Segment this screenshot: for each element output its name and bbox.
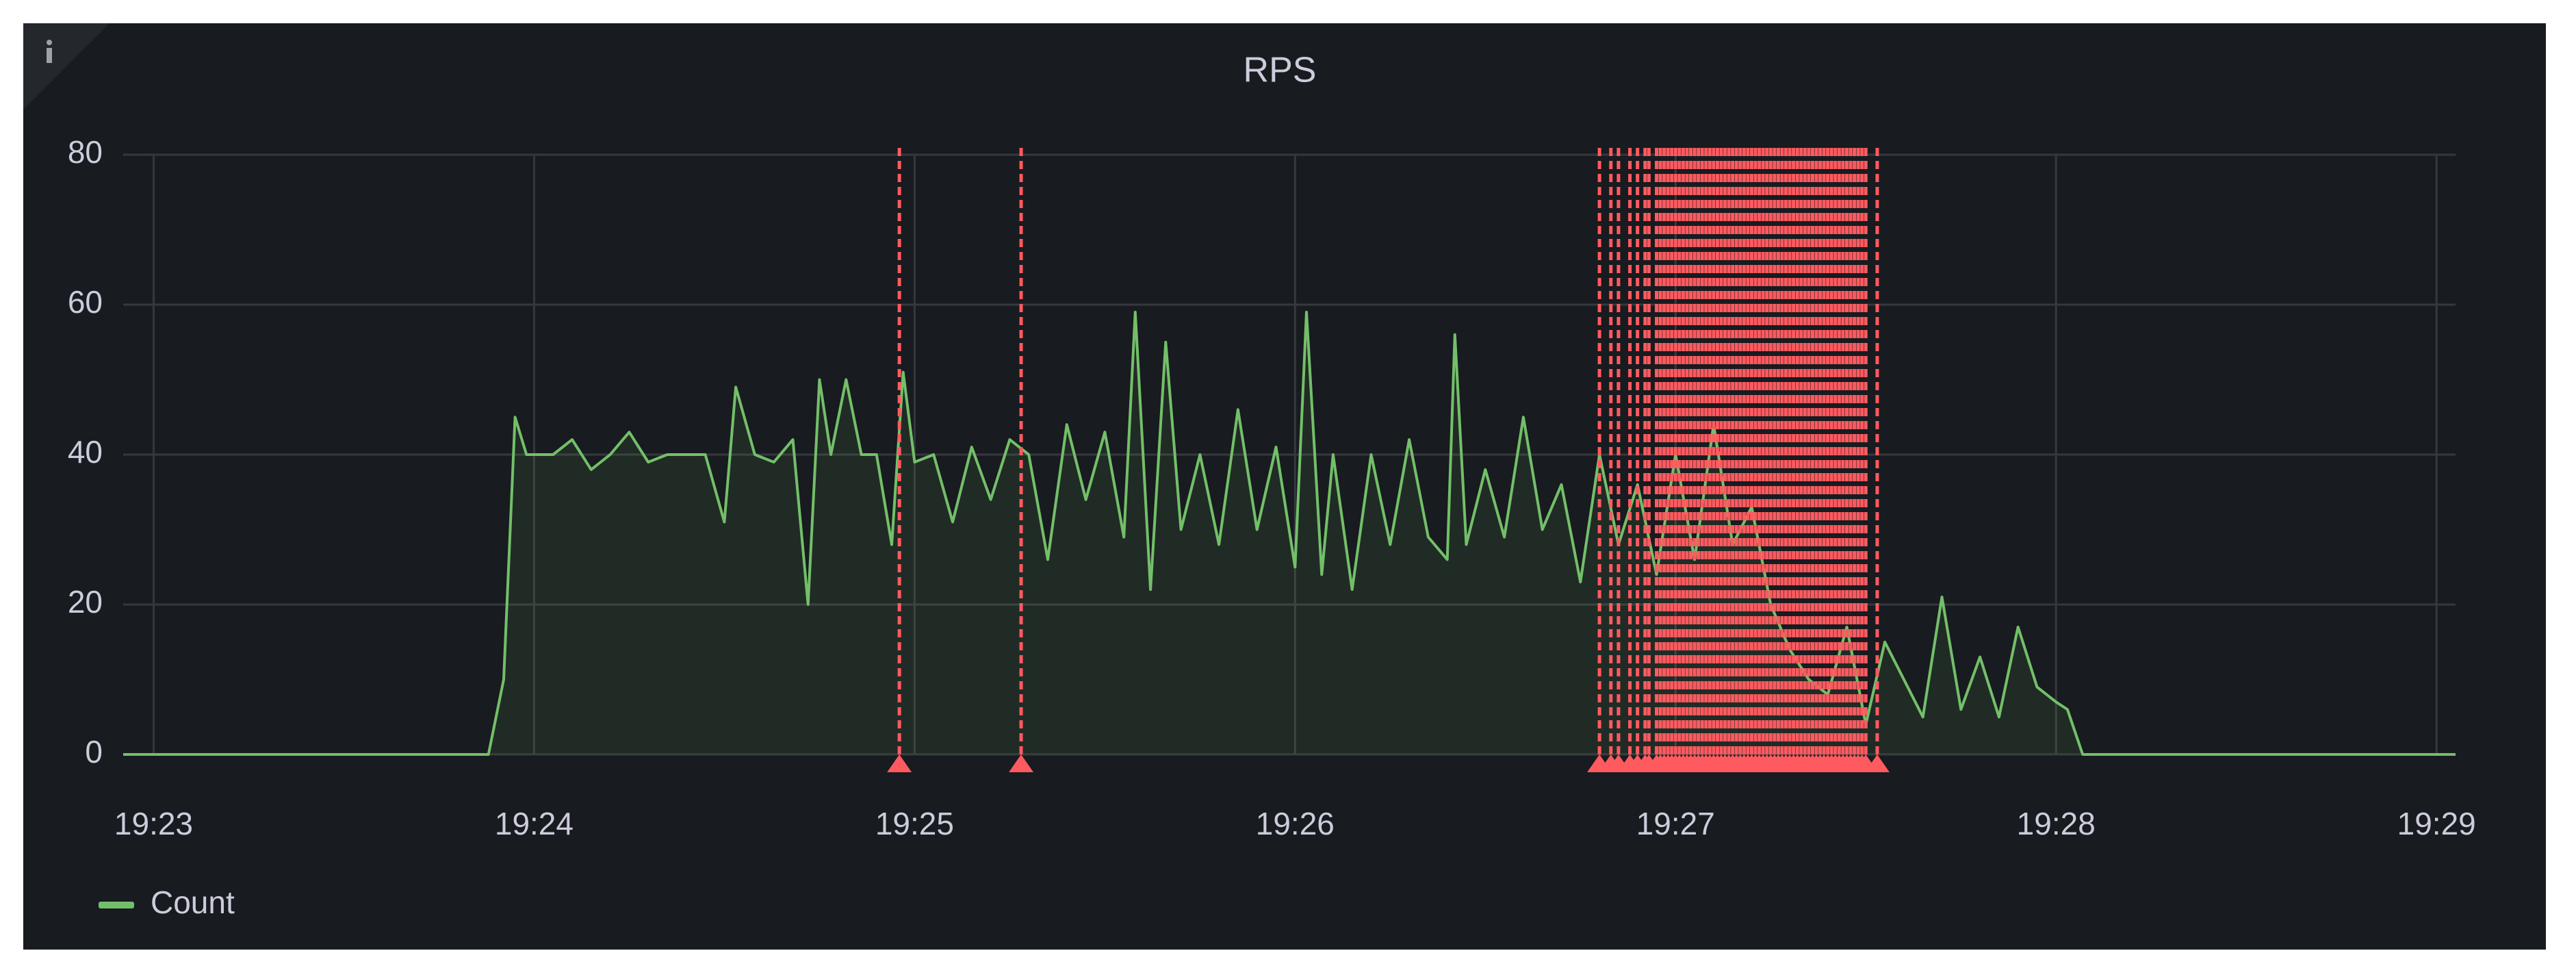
annotations [887, 148, 1890, 772]
panel [23, 23, 2546, 950]
info-icon-dot [47, 40, 52, 45]
legend-label: Count [151, 885, 235, 920]
info-icon-stem [47, 48, 52, 63]
annotation-marker [1009, 754, 1034, 772]
x-tick-label: 19:26 [1256, 806, 1335, 841]
plot [123, 310, 2456, 756]
info-corner [23, 23, 110, 110]
y-tick-label: 20 [68, 584, 103, 620]
x-tick-label: 19:23 [114, 806, 193, 841]
x-tick-label: 19:25 [875, 806, 954, 841]
y-tick-label: 80 [68, 134, 103, 170]
legend: Count [99, 885, 235, 920]
y-tick-label: 40 [68, 434, 103, 470]
annotation-marker [887, 754, 912, 772]
series-line [123, 310, 2456, 756]
legend-swatch [99, 902, 134, 908]
x-tick-label: 19:28 [2017, 806, 2096, 841]
x-tick-label: 19:27 [1636, 806, 1715, 841]
annotation-marker [1864, 754, 1890, 772]
axes: 0 20 40 60 80 19:23 19:24 19:25 19:26 19:27 19:28 1… [68, 134, 2476, 841]
x-tick-label: 19:24 [495, 806, 574, 841]
x-tick-label: 19:29 [2397, 806, 2476, 841]
y-tick-label: 0 [85, 734, 103, 770]
y-tick-label: 60 [68, 284, 103, 320]
chart-title: RPS [1244, 51, 1317, 90]
